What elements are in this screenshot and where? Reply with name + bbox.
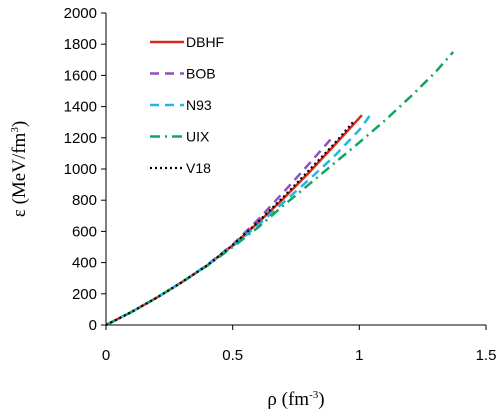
y-axis-title-main: ε (MeV/fm: [9, 132, 30, 217]
legend-label-dbhf: DBHF: [186, 34, 224, 50]
y-axis-title-close: ): [9, 121, 30, 127]
x-axis-title-close: ): [318, 389, 324, 410]
axes: 0 200 400 600 800 1000 1200 1400 1600 1800 2000 0 0.…: [64, 5, 497, 364]
y-tick-label: 1600: [64, 67, 97, 84]
legend-label-uix: UIX: [186, 129, 210, 145]
y-tick-label: 2000: [64, 5, 97, 22]
y-axis-title: ε (MeV/fm3): [9, 121, 30, 217]
legend-label-bob: BOB: [186, 66, 216, 82]
legend-label-v18: V18: [186, 160, 211, 176]
y-tick-label: 0: [89, 317, 97, 334]
series-line-bob: [105, 134, 335, 327]
x-axis-title-sup: -3: [309, 389, 319, 401]
legend: DBHF BOB N93 UIX V18: [150, 34, 224, 176]
y-tick-label: 400: [72, 255, 97, 272]
y-tick-label: 800: [72, 192, 97, 209]
y-tick-label: 600: [72, 223, 97, 240]
series-line-uix: [105, 51, 455, 327]
series-layer: [105, 51, 455, 327]
series-line-dbhf: [105, 114, 363, 327]
x-tick-label: 1: [355, 347, 363, 364]
axis-titles: ρ (fm-3) ε (MeV/fm3): [9, 121, 325, 410]
x-axis-title-main: ρ (fm: [267, 389, 309, 410]
x-tick-label: 0.5: [222, 347, 243, 364]
y-axis-title-sup: 3: [9, 127, 21, 133]
x-axis-title: ρ (fm-3): [267, 389, 324, 410]
y-tick-label: 1400: [64, 99, 97, 116]
series-line-n93: [105, 115, 371, 327]
y-tick-label: 1800: [64, 36, 97, 53]
y-tick-label: 1200: [64, 130, 97, 147]
y-tick-label: 1000: [64, 161, 97, 178]
x-tick-label: 1.5: [476, 347, 497, 364]
series-line-v18: [105, 119, 356, 326]
x-tick-label: 0: [102, 347, 110, 364]
legend-label-n93: N93: [186, 97, 212, 113]
y-tick-label: 200: [72, 286, 97, 303]
